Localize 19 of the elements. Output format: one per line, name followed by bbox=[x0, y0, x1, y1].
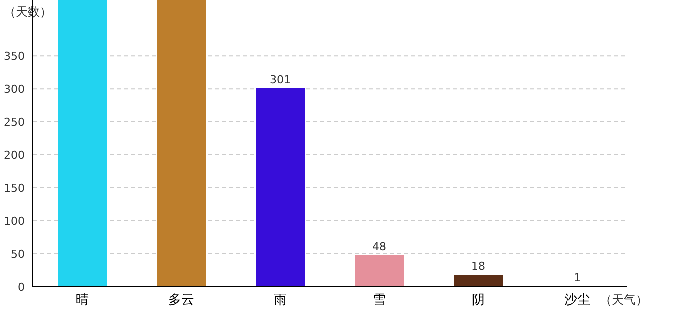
data-label: 48 bbox=[372, 240, 386, 254]
x-tick-label: 雨 bbox=[274, 293, 287, 308]
y-tick-label: 200 bbox=[4, 148, 25, 162]
y-tick-label: 50 bbox=[11, 248, 25, 261]
y-tick-label: 300 bbox=[4, 82, 25, 96]
x-axis-title: （天气） bbox=[600, 293, 648, 307]
data-label: 18 bbox=[472, 260, 486, 274]
x-tick-label: 晴 bbox=[76, 293, 89, 308]
x-tick-label: 多云 bbox=[168, 293, 194, 308]
y-tick-label: 150 bbox=[4, 182, 25, 195]
x-tick-label: 阴 bbox=[472, 293, 485, 308]
y-tick-label: 250 bbox=[4, 116, 25, 129]
y-tick-label: 100 bbox=[4, 214, 25, 228]
y-tick-label: 350 bbox=[4, 50, 25, 63]
x-tick-label: 沙尘 bbox=[564, 293, 590, 308]
data-label: 1 bbox=[574, 271, 581, 284]
y-tick-label: 0 bbox=[18, 280, 25, 294]
data-label: 301 bbox=[270, 73, 291, 86]
x-tick-label: 雪 bbox=[373, 293, 386, 308]
